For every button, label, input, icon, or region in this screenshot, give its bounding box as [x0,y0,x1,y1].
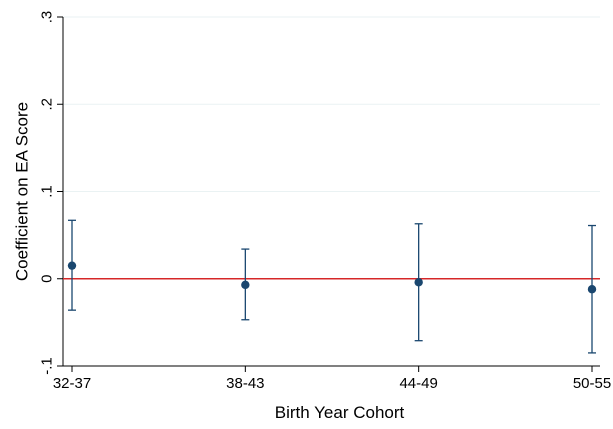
x-tick-label: 32-37 [53,375,91,392]
data-point [587,285,597,294]
gridlines [63,16,600,367]
x-tick-label: 44-49 [399,375,437,392]
y-tick-label: -.1 [39,357,56,375]
data-point [67,261,77,270]
x-axis-ticks: 32-37 38-43 44-49 50-55 [53,366,611,392]
series-marks [67,219,597,354]
y-tick-label: 0 [39,275,56,283]
x-axis-title: Birth Year Cohort [275,403,405,422]
y-tick-label: .2 [39,98,56,111]
errorbar-group [67,219,77,311]
errorbar-group [587,224,597,354]
y-tick-label: .3 [39,11,56,24]
y-tick-label: .1 [39,185,56,198]
x-tick-label: 38-43 [226,375,264,392]
x-tick-label: 50-55 [573,375,611,392]
data-point [414,278,423,287]
y-axis-ticks: -.1 0 .1 .2 .3 [39,11,63,375]
errorbar-group [241,248,250,321]
y-axis-title: Coefficient on EA Score [13,102,32,281]
data-point [241,280,250,290]
errorbar-group [414,223,423,342]
